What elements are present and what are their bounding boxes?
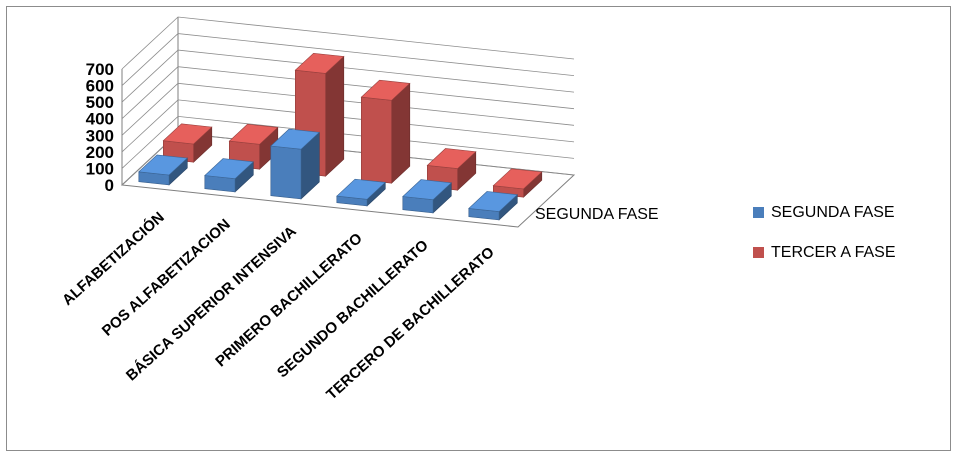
y-tick-label: 200 bbox=[86, 143, 114, 162]
bar-tercer-a-fase-5 bbox=[492, 168, 543, 198]
gridline bbox=[121, 82, 575, 136]
legend-swatch bbox=[753, 247, 764, 258]
gridline bbox=[121, 66, 575, 119]
x-tick-label: POS ALFABETIZACION bbox=[99, 216, 234, 340]
bars bbox=[138, 52, 543, 221]
gridline bbox=[121, 49, 575, 103]
y-tick-label: 0 bbox=[105, 176, 114, 195]
depth-axis-label: SEGUNDA FASE bbox=[535, 206, 659, 223]
bar-segunda-fase-0 bbox=[138, 154, 188, 186]
y-tick-label: 300 bbox=[86, 126, 114, 145]
y-tick-label: 700 bbox=[86, 60, 114, 79]
bar-segunda-fase-3 bbox=[336, 178, 386, 207]
gridlines bbox=[121, 16, 575, 186]
bar-segunda-fase-4 bbox=[402, 179, 452, 214]
gridline bbox=[121, 99, 575, 153]
legend-label: SEGUNDA FASE bbox=[771, 204, 895, 221]
y-tick-label: 400 bbox=[86, 110, 114, 129]
bar-tercer-a-fase-0 bbox=[162, 123, 213, 163]
chart-frame: 0 100 200 300 400 500 600 700 ALFABETIZACIÓN POS… bbox=[6, 6, 951, 451]
legend-label: TERCER A FASE bbox=[771, 244, 895, 261]
bar-segunda-fase-1 bbox=[204, 158, 254, 193]
y-tick-label: 500 bbox=[86, 93, 114, 112]
bar-segunda-fase-5 bbox=[468, 191, 518, 221]
gridline bbox=[121, 33, 575, 86]
bar-segunda-fase-2 bbox=[270, 128, 320, 200]
legend: SEGUNDA FASE TERCER A FASE bbox=[753, 204, 895, 261]
y-tick-label: 600 bbox=[86, 77, 114, 96]
gridline bbox=[121, 16, 575, 70]
y-tick-label: 100 bbox=[86, 159, 114, 178]
gridline bbox=[121, 115, 575, 169]
bar-tercer-a-fase-3 bbox=[360, 79, 411, 184]
legend-swatch bbox=[753, 207, 764, 218]
x-tick-label: PRIMERO BACHILLERATO bbox=[212, 230, 366, 371]
x-tick-label: SEGUNDO BACHILLERATO bbox=[274, 237, 432, 382]
